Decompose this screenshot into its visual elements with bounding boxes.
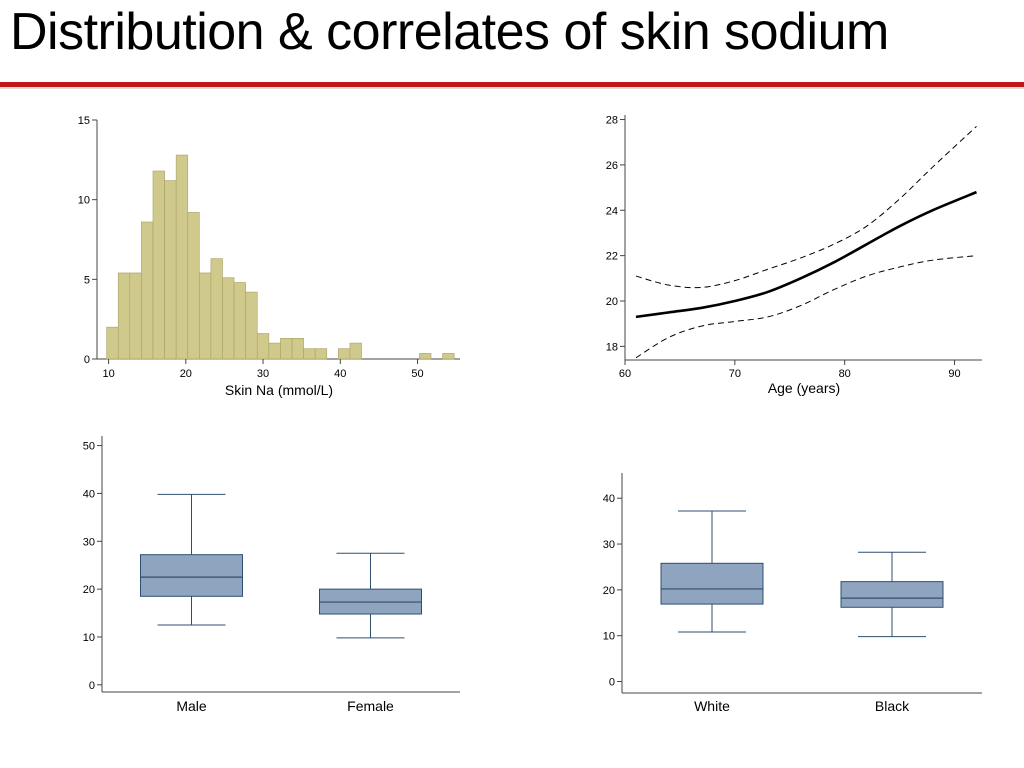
x-tick-label: 70 [729,368,741,380]
y-tick-label: 20 [83,584,95,596]
y-tick-label: 10 [78,195,90,207]
category-label: Male [176,698,207,714]
histogram-bar [233,282,246,360]
y-tick-label: 30 [83,536,95,548]
age-line-chart: 18 20 22 24 26 28 60 70 80 90 Age (years) [606,115,982,396]
histogram-bar [442,353,455,360]
histogram-bar [175,154,189,360]
histogram-bar [419,353,432,360]
histogram-bar [256,333,270,360]
x-tick-label: 40 [334,368,346,380]
histogram-bar [117,272,131,360]
histogram-bar [222,277,235,360]
histogram-bar [152,170,165,360]
y-tick-label: 22 [606,251,618,263]
category-label: White [694,698,730,714]
x-tick-label: 80 [839,368,851,380]
y-tick-label: 10 [83,632,95,644]
box-male [140,493,243,626]
race-boxplot: White Black 0 10 20 30 40 [603,473,982,714]
histogram-bar [268,342,281,360]
box-female [319,552,422,639]
y-tick-label: 26 [606,160,618,172]
y-tick-label: 24 [606,205,618,217]
histogram-bar [349,342,362,360]
x-tick-label: 10 [102,368,114,380]
x-tick-label: 60 [619,368,631,380]
histogram-bar [338,348,351,360]
title-rule [0,82,1024,87]
y-tick-label: 28 [606,115,618,127]
y-tick-label: 10 [603,631,615,643]
histogram-bar [291,337,304,360]
y-tick-label: 50 [83,441,95,453]
y-tick-label: 30 [603,539,615,551]
histogram-bar [106,326,119,360]
y-tick-label: 0 [84,354,90,366]
x-tick-label: 30 [257,368,269,380]
x-tick-label: 20 [180,368,192,380]
y-tick-label: 20 [606,296,618,308]
category-label: Female [347,698,394,714]
y-tick-label: 40 [83,488,95,500]
category-label: Black [875,698,910,714]
histogram-bar [199,272,212,360]
x-axis-label: Age (years) [768,380,840,396]
histogram-bar [141,221,154,360]
histogram-bar [303,348,316,360]
histogram-bar [164,180,177,360]
y-tick-label: 20 [603,585,615,597]
histogram-bar [280,337,293,360]
histogram-chart: 0 5 10 15 10 20 30 40 50 Skin Na (mmol/L) [78,115,460,398]
title-rule-shadow [0,87,1024,89]
histogram-bar [245,291,258,360]
box-black [840,551,944,638]
fitted-line [635,190,978,319]
sex-boxplot: Male Female 0 10 20 30 40 50 [83,436,460,714]
box-white [660,510,764,633]
y-tick-label: 15 [78,115,90,127]
x-axis-label: Skin Na (mmol/L) [225,382,333,398]
iqr-box [140,554,243,597]
y-tick-label: 0 [609,677,615,689]
histogram-bar [314,348,328,360]
histogram-bar [210,258,223,360]
x-tick-label: 90 [948,368,960,380]
ci-lower-line [635,255,977,359]
y-tick-label: 0 [89,680,95,692]
iqr-box [840,581,944,608]
ci-upper-line [635,125,977,289]
x-tick-label: 50 [411,368,423,380]
y-tick-label: 40 [603,493,615,505]
histogram-bar [187,212,200,360]
slide-title: Distribution & correlates of skin sodium [10,3,889,61]
y-tick-label: 18 [606,341,618,353]
y-tick-label: 5 [84,274,90,286]
iqr-box [660,562,764,605]
histogram-bar [129,272,142,360]
